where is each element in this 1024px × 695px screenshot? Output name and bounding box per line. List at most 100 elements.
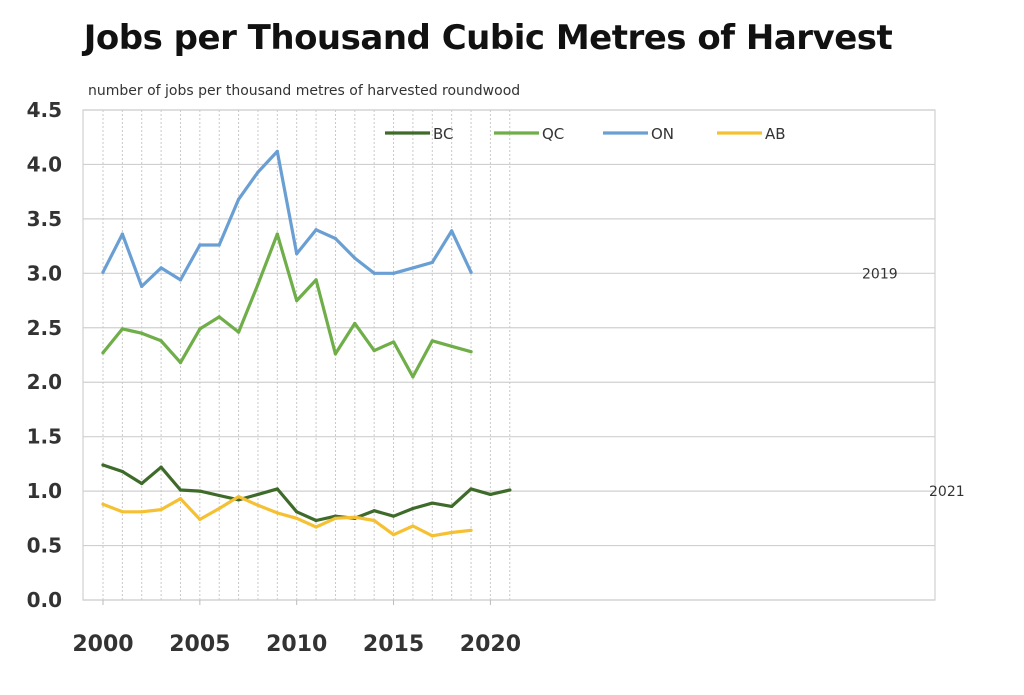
data-point-qc (140, 331, 144, 335)
y-tick-label: 0.0 (27, 588, 62, 612)
data-point-bc (198, 489, 202, 493)
y-tick-label: 0.5 (27, 534, 62, 558)
data-point-qc (159, 339, 163, 343)
data-point-on (295, 252, 299, 256)
data-point-bc (275, 487, 279, 491)
data-point-on (275, 149, 279, 153)
legend-label-bc: BC (433, 125, 454, 143)
x-tick-label: 2015 (363, 632, 424, 657)
data-point-bc (430, 501, 434, 505)
data-point-qc (314, 278, 318, 282)
end-label-2021: 2021 (929, 484, 965, 500)
data-point-on (159, 266, 163, 270)
data-point-on (178, 278, 183, 282)
data-point-qc (120, 327, 124, 331)
data-point-on (391, 271, 396, 275)
data-point-qc (372, 349, 376, 353)
data-point-bc (140, 481, 144, 486)
data-point-ab (391, 533, 396, 537)
data-point-qc (101, 351, 105, 355)
data-point-bc (508, 488, 512, 492)
data-point-ab (198, 517, 202, 522)
y-tick-label: 3.0 (27, 261, 62, 285)
data-point-on (236, 197, 241, 201)
data-point-ab (411, 524, 415, 528)
data-point-ab (256, 503, 260, 507)
data-point-on (333, 236, 338, 241)
series-line-bc (101, 463, 512, 523)
data-point-on (411, 266, 415, 270)
data-point-bc (217, 493, 221, 498)
data-point-ab (430, 534, 434, 538)
plot-frame (82, 109, 936, 601)
data-point-ab (372, 518, 376, 523)
data-point-bc (178, 488, 183, 492)
data-point-qc (217, 315, 221, 319)
data-point-bc (295, 510, 299, 514)
legend-label-qc: QC (542, 125, 564, 143)
x-tick-label: 2005 (169, 632, 230, 657)
data-point-ab (217, 506, 221, 511)
data-point-ab (140, 510, 144, 514)
data-point-bc (314, 518, 318, 523)
data-point-qc (391, 340, 396, 344)
series-line-qc (101, 232, 473, 379)
chart-title: Jobs per Thousand Cubic Metres of Harves… (83, 18, 893, 58)
data-point-qc (353, 321, 357, 326)
series-line-on (101, 149, 473, 288)
data-point-qc (178, 361, 183, 365)
data-point-bc (488, 492, 492, 496)
y-tick-label: 3.5 (27, 207, 62, 231)
y-tick-label: 2.0 (27, 370, 62, 394)
y-tick-label: 1.5 (27, 425, 62, 449)
data-point-bc (372, 509, 376, 513)
data-point-bc (236, 498, 241, 502)
data-point-ab (236, 494, 241, 499)
data-point-on (469, 270, 473, 274)
x-tick-label: 2020 (460, 632, 521, 657)
data-point-ab (159, 508, 163, 512)
x-tick-label: 2010 (266, 632, 327, 657)
data-point-qc (430, 339, 434, 343)
data-point-on (372, 271, 376, 275)
y-tick-label: 1.0 (27, 479, 62, 503)
data-point-qc (411, 375, 415, 379)
data-point-ab (275, 511, 279, 515)
data-point-on (450, 229, 454, 233)
data-point-qc (333, 352, 338, 356)
data-point-on (353, 256, 357, 260)
legend-label-on: ON (651, 125, 674, 143)
data-point-on (217, 243, 221, 247)
data-point-qc (236, 330, 241, 334)
data-point-on (140, 284, 144, 288)
axes: 0.0 0.5 1.0 1.5 2.0 2.5 3.0 3.5 4.0 4.5 2000 2005 20… (27, 98, 521, 657)
data-point-on (256, 170, 260, 174)
data-point-ab (333, 516, 338, 520)
data-point-bc (256, 492, 260, 496)
series (101, 149, 512, 538)
data-point-ab (469, 528, 473, 532)
data-point-on (430, 260, 434, 265)
data-point-on (101, 270, 105, 274)
data-point-ab (314, 525, 318, 529)
data-point-bc (120, 469, 124, 474)
data-point-bc (101, 463, 105, 467)
data-point-on (120, 232, 124, 236)
legend-label-ab: AB (765, 125, 786, 143)
data-point-ab (120, 510, 124, 514)
x-tick-label: 2000 (72, 632, 133, 657)
y-tick-label: 4.5 (27, 98, 62, 122)
data-point-qc (256, 282, 260, 286)
data-point-on (198, 243, 202, 247)
data-point-qc (295, 298, 299, 303)
data-point-ab (101, 502, 105, 506)
chart-subtitle: number of jobs per thousand metres of ha… (88, 83, 521, 99)
data-point-ab (450, 530, 454, 535)
legend: BC QC ON AB (385, 125, 786, 143)
data-point-ab (178, 497, 183, 501)
y-tick-label: 2.5 (27, 316, 62, 340)
data-point-bc (391, 514, 396, 518)
data-point-on (314, 228, 318, 232)
annotations: 2019 2021 (862, 266, 965, 500)
